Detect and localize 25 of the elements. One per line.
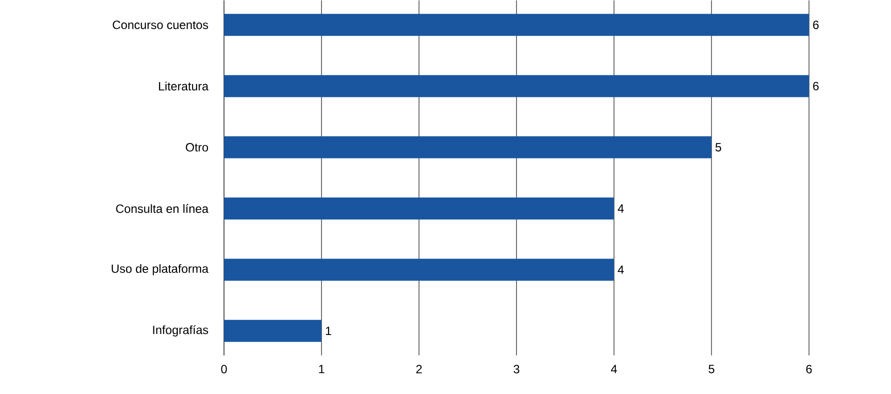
bar	[224, 320, 322, 342]
y-tick-label: Concurso cuentos	[112, 20, 208, 29]
y-tick-label: Otro	[186, 142, 208, 152]
x-tick-label: 4	[610, 364, 617, 373]
x-tick-label: 2	[416, 364, 422, 374]
x-tick-label: 1	[319, 364, 324, 373]
y-tick-label: Infografías	[153, 325, 208, 336]
data-label: 6	[813, 82, 819, 90]
bar	[224, 136, 712, 158]
y-tick-label: Literatura	[159, 82, 209, 90]
x-tick-label: 5	[708, 364, 714, 374]
data-label: 5	[716, 142, 722, 152]
x-tick-label: 6	[806, 364, 812, 374]
data-label: 1	[326, 326, 332, 335]
bar	[224, 14, 809, 36]
data-label: 6	[813, 20, 819, 29]
data-label: 4	[618, 204, 624, 212]
x-tick-label: 3	[514, 364, 520, 374]
y-tick-label: Consulta en línea	[116, 204, 208, 213]
bar	[224, 197, 614, 220]
data-label: 4	[618, 265, 624, 274]
y-tick-label: Uso de plataforma	[112, 264, 209, 276]
bar	[224, 258, 614, 281]
x-tick-label: 0	[221, 364, 227, 374]
bar	[224, 74, 809, 97]
